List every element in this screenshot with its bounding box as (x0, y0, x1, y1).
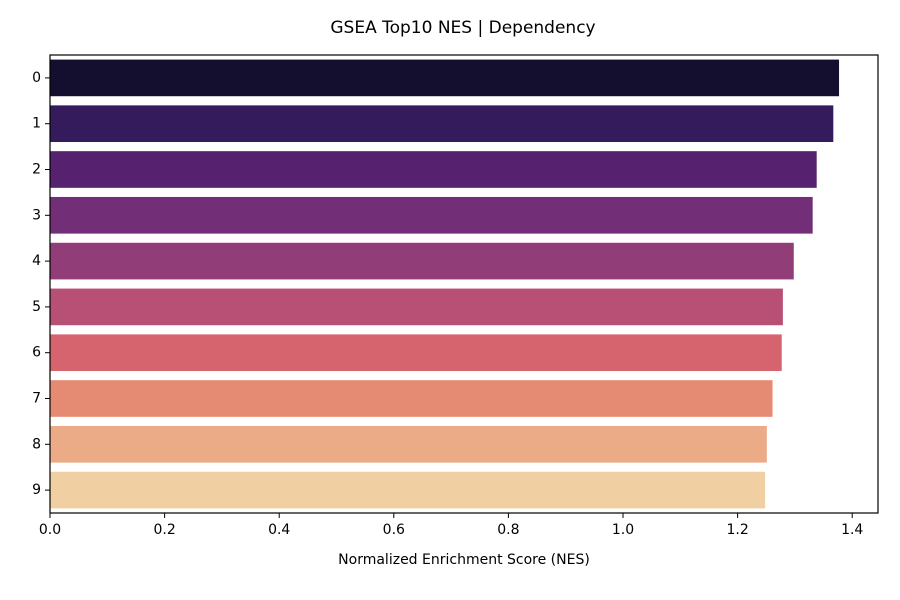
y-tick-label: 1 (32, 116, 41, 132)
y-tick-label: 9 (32, 482, 41, 498)
y-tick-label: 8 (32, 436, 41, 452)
bar-6 (50, 334, 782, 372)
x-axis-label: Normalized Enrichment Score (NES) (338, 552, 590, 568)
y-tick-label: 4 (32, 253, 41, 269)
plot-frame (49, 54, 879, 514)
bar-9 (50, 471, 766, 509)
bars-layer (50, 59, 840, 509)
x-tick-label: 1.2 (726, 522, 748, 538)
bar-1 (50, 105, 834, 143)
bar-2 (50, 151, 817, 188)
y-tick-label: 6 (32, 345, 41, 361)
y-tick-label: 0 (32, 70, 41, 86)
bar-8 (50, 425, 767, 463)
x-axis-ticks: 0.0 0.2 0.4 0.6 0.8 1.0 1.2 1.4 (39, 513, 863, 538)
y-axis-ticks: 0 1 2 3 4 5 6 7 8 9 (32, 70, 50, 498)
x-tick-label: 0.8 (497, 522, 519, 538)
x-tick-label: 0.0 (39, 522, 61, 538)
bar-5 (50, 288, 783, 326)
bar-4 (50, 242, 794, 280)
x-tick-label: 1.4 (841, 522, 863, 538)
y-tick-label: 3 (32, 207, 41, 223)
x-tick-label: 0.2 (153, 522, 175, 538)
y-tick-label: 7 (32, 391, 41, 407)
x-tick-label: 0.6 (383, 522, 405, 538)
bar-0 (50, 59, 840, 97)
x-tick-label: 1.0 (612, 522, 634, 538)
bar-7 (50, 380, 773, 417)
y-tick-label: 5 (32, 299, 41, 315)
bar-3 (50, 196, 813, 234)
x-tick-label: 0.4 (268, 522, 290, 538)
y-tick-label: 2 (32, 162, 41, 178)
chart-title: GSEA Top10 NES | Dependency (330, 18, 596, 38)
